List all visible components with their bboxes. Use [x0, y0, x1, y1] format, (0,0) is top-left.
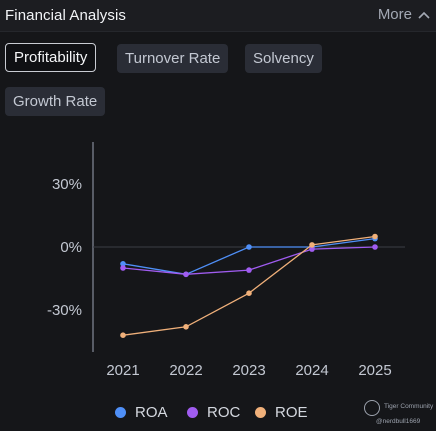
series-line-roe [122, 235, 376, 336]
tab-profitability[interactable]: Profitability [5, 43, 97, 72]
watermark-brand: Tiger Community [384, 403, 434, 410]
tab-solvency[interactable]: Solvency [245, 44, 322, 73]
panel-title: Financial Analysis [5, 7, 127, 24]
data-point-roc [372, 244, 378, 250]
data-point-roe [183, 324, 189, 330]
chart-legend: ROA ROC ROE [0, 400, 436, 430]
tab-bar: Profitability Turnover Rate Solvency Gro… [0, 0, 436, 130]
x-tick-label: 2021 [106, 362, 139, 379]
data-point-roa [120, 261, 126, 267]
data-point-roc [246, 267, 252, 273]
y-tick-label: -30% [47, 302, 82, 319]
tab-growth-rate[interactable]: Growth Rate [5, 87, 106, 116]
data-point-roe [372, 233, 378, 240]
data-point-roa [246, 244, 252, 250]
data-point-roe [246, 290, 252, 296]
y-tick-label: 30% [52, 176, 82, 193]
chevron-up-icon [418, 11, 430, 19]
y-tick-label: 0% [60, 239, 82, 256]
legend-label-roc: ROC [207, 404, 241, 421]
more-button[interactable]: More [378, 6, 430, 23]
legend-dot-roa [115, 407, 126, 418]
watermark-user: @nerdbull1669 [376, 418, 421, 425]
tiger-logo-icon [364, 400, 380, 416]
data-point-roe [120, 332, 126, 338]
tab-turnover-rate[interactable]: Turnover Rate [117, 44, 229, 73]
x-tick-label: 2024 [295, 362, 328, 379]
x-tick-label: 2025 [358, 362, 391, 379]
data-point-roc [309, 246, 315, 252]
data-point-roc [183, 271, 189, 278]
panel-header: Financial Analysis More [0, 0, 436, 32]
legend-item-roa[interactable]: ROA [115, 404, 168, 421]
legend-item-roc[interactable]: ROC [187, 404, 240, 421]
legend-dot-roe [255, 407, 266, 418]
more-label: More [377, 6, 412, 23]
profitability-chart: 30% 0% -30% 2021 2022 2023 2024 2025 [47, 142, 405, 379]
legend-label-roe: ROE [275, 404, 308, 421]
x-tick-label: 2023 [232, 362, 265, 379]
legend-item-roe[interactable]: ROE [255, 404, 308, 421]
x-tick-label: 2022 [169, 362, 202, 379]
data-point-roe [309, 242, 315, 248]
legend-dot-roc [187, 407, 198, 418]
legend-label-roa: ROA [135, 404, 168, 421]
data-point-roc [120, 265, 126, 271]
